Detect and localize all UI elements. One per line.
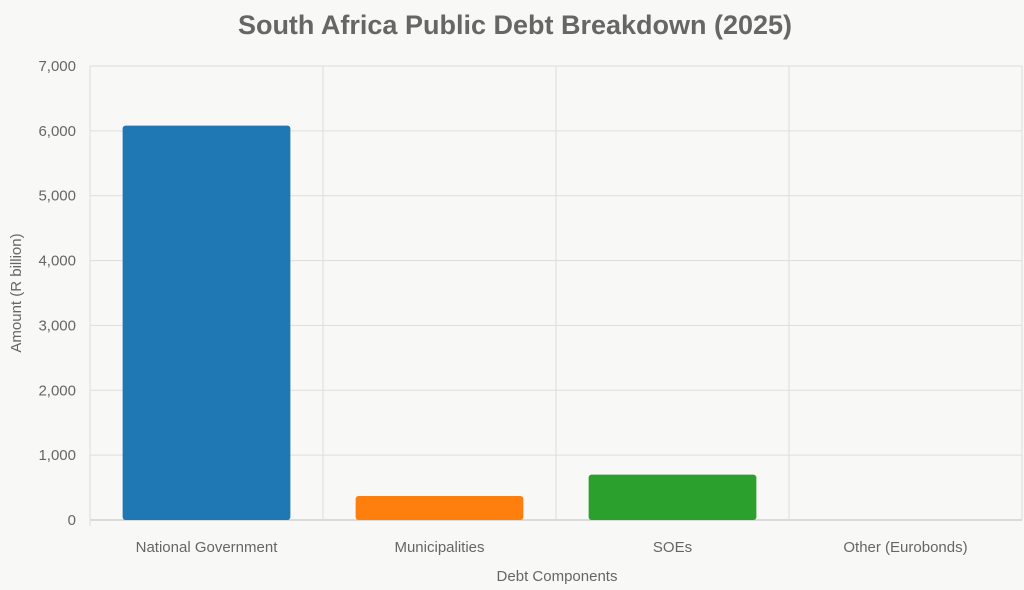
bar[interactable] (588, 474, 757, 520)
x-axis-label: Debt Components (497, 568, 618, 585)
x-tick-label: National Government (136, 539, 279, 556)
bars (122, 125, 757, 520)
y-tick-label: 4,000 (38, 253, 76, 270)
y-tick-label: 1,000 (38, 447, 76, 464)
y-tick-label: 5,000 (38, 188, 76, 205)
y-axis-label: Amount (R billion) (8, 233, 25, 352)
y-axis-ticks: 0 1,000 2,000 3,000 4,000 5,000 6,000 7,000 (38, 58, 76, 529)
y-tick-label: 2,000 (38, 382, 76, 399)
x-tick-label: SOEs (653, 539, 692, 556)
chart-title: South Africa Public Debt Breakdown (2025… (238, 10, 792, 40)
y-tick-label: 6,000 (38, 123, 76, 140)
x-tick-label: Municipalities (394, 539, 484, 556)
x-tick-label: Other (Eurobonds) (843, 539, 967, 556)
bar[interactable] (122, 125, 291, 520)
y-tick-label: 0 (68, 512, 76, 529)
bar[interactable] (355, 496, 524, 520)
x-axis-ticks: National Government Municipalities SOEs Oth… (136, 539, 968, 556)
y-tick-label: 3,000 (38, 317, 76, 334)
y-tick-label: 7,000 (38, 58, 76, 75)
